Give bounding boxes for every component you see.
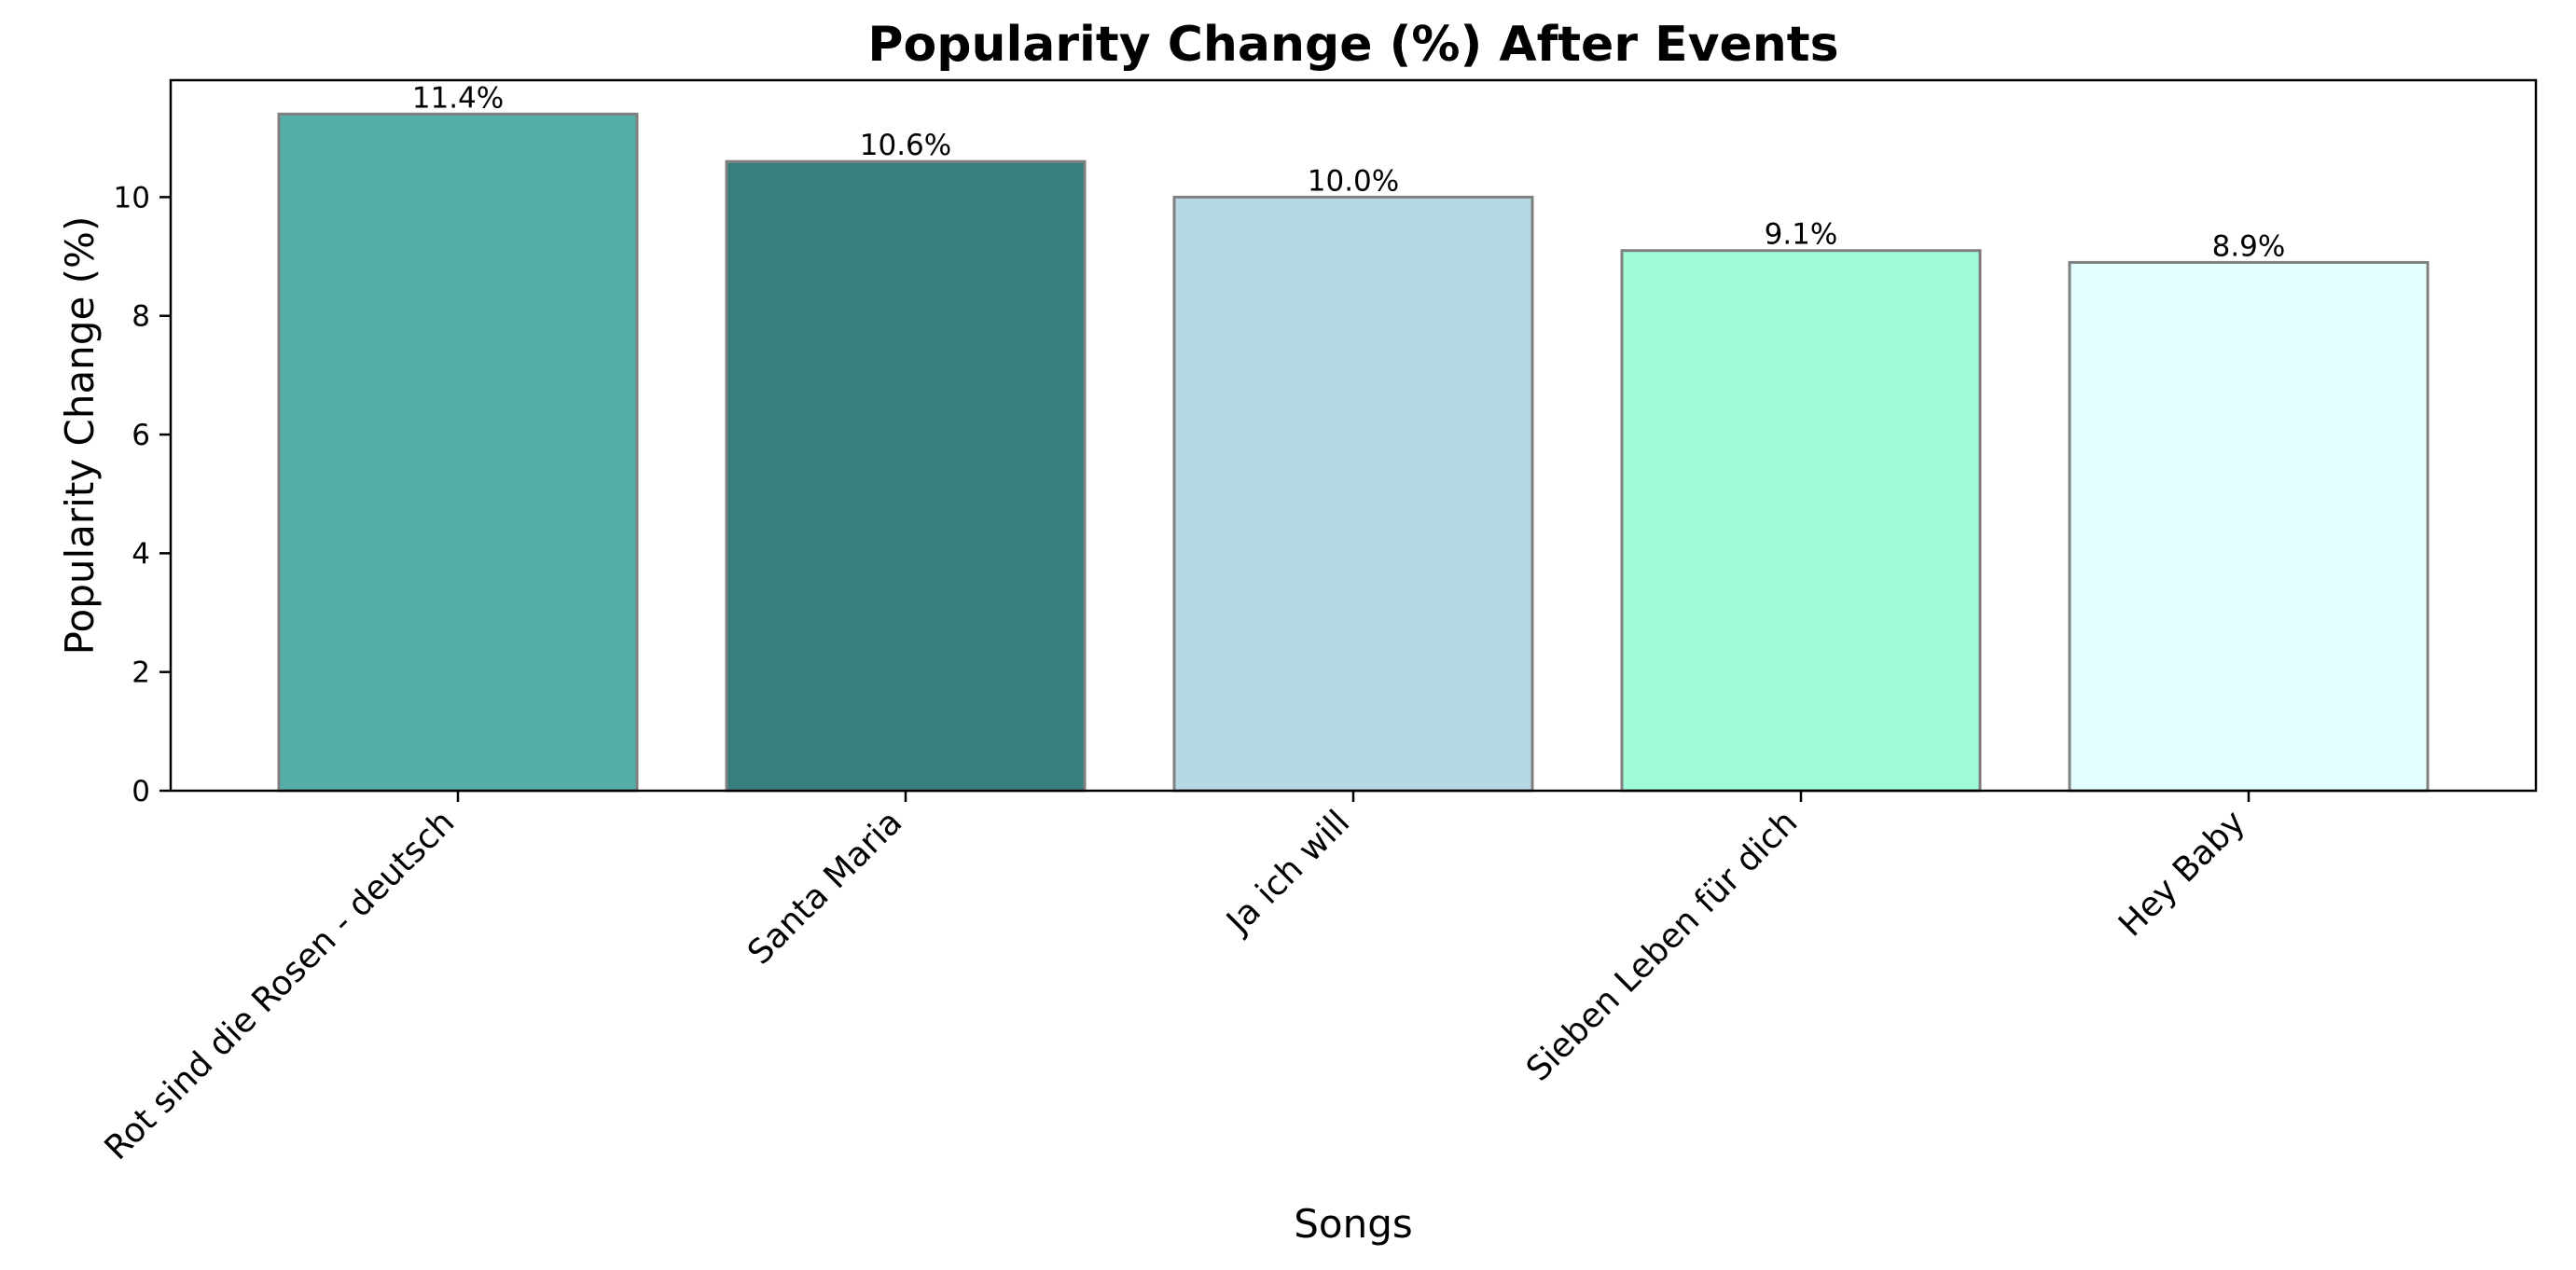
x-tick-label-5: Hey Baby <box>2112 803 2252 944</box>
chart-title: Popularity Change (%) After Events <box>867 17 1838 73</box>
y-tick-label-2: 4 <box>132 537 150 571</box>
data-label-5: 8.9% <box>2212 229 2286 263</box>
bars-layer <box>277 112 2430 793</box>
bar-3 <box>1172 195 1534 793</box>
y-axis-ticks: 0 2 4 6 8 10 <box>114 181 171 808</box>
y-axis-label: Popularity Change (%) <box>57 216 103 656</box>
data-labels-layer: 11.4% 10.6% 10.0% 9.1% 8.9% <box>412 81 2286 263</box>
x-tick-label-3: Ja ich will <box>1218 803 1357 942</box>
bar-4 <box>1620 249 1982 793</box>
y-tick-label-4: 8 <box>132 300 150 334</box>
data-label-2: 10.6% <box>860 129 951 162</box>
bar-5 <box>2068 260 2430 793</box>
bar-2 <box>725 159 1087 793</box>
x-axis-ticks: Rot sind die Rosen - deutsch Santa Maria J… <box>98 791 2252 1167</box>
data-label-3: 10.0% <box>1308 164 1399 198</box>
data-label-1: 11.4% <box>412 81 504 115</box>
x-axis-label: Songs <box>1294 1201 1413 1247</box>
y-tick-label-1: 2 <box>132 656 150 690</box>
plot-area-frame <box>169 78 2538 793</box>
x-tick-label-2: Santa Maria <box>741 803 909 972</box>
y-tick-label-0: 0 <box>132 775 150 808</box>
x-tick-label-4: Sieben Leben für dich <box>1519 803 1805 1088</box>
x-tick-label-1: Rot sind die Rosen - deutsch <box>98 803 463 1167</box>
y-tick-label-5: 10 <box>114 181 150 214</box>
bar-1 <box>277 112 639 793</box>
data-label-4: 9.1% <box>1765 218 1838 252</box>
y-tick-label-3: 6 <box>132 419 150 452</box>
